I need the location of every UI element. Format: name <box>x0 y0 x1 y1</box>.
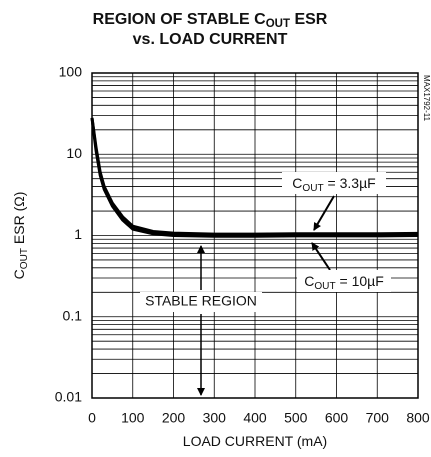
y-tick-label: 0.1 <box>63 307 83 323</box>
region-label-box <box>140 292 262 312</box>
subscript: OUT <box>302 183 323 194</box>
x-tick-label: 600 <box>325 410 349 426</box>
chart-title: REGION OF STABLE COUT ESR <box>93 11 328 30</box>
annotation-box <box>282 172 386 194</box>
series-label: COUT = 10µF <box>304 273 384 292</box>
text-part: C <box>11 269 27 279</box>
text-part: = 10µF <box>336 273 384 289</box>
x-tick-label: 0 <box>88 410 96 426</box>
x-tick-label: 700 <box>366 410 390 426</box>
chart-title: vs. LOAD CURRENT <box>133 31 288 48</box>
series-label: COUT = 3.3µF <box>292 175 375 194</box>
y-tick-label: 100 <box>59 64 83 80</box>
subscript: OUT <box>314 281 335 292</box>
region-label: STABLE REGION <box>145 293 257 309</box>
y-tick-label: 10 <box>66 145 82 161</box>
subscript: OUT <box>19 248 30 269</box>
text-part: C <box>304 273 314 289</box>
text-part: ESR (Ω) <box>11 192 27 248</box>
text-part: ESR <box>290 11 328 28</box>
y-tick-label: 0.01 <box>55 389 82 405</box>
x-tick-label: 400 <box>243 410 267 426</box>
annotation-box <box>297 270 391 292</box>
x-tick-label: 500 <box>284 410 308 426</box>
subscript: OUT <box>266 18 290 30</box>
x-tick-label: 100 <box>121 410 145 426</box>
text-part: C <box>292 175 302 191</box>
series-line <box>90 117 419 238</box>
text-part: REGION OF STABLE C <box>93 11 266 28</box>
y-axis-label: COUT ESR (Ω) <box>11 192 30 280</box>
x-tick-label: 800 <box>406 410 430 426</box>
figure-id: MAX1792-11 <box>422 75 431 122</box>
y-tick-label: 1 <box>74 226 82 242</box>
text-part: vs. LOAD CURRENT <box>133 31 288 48</box>
annotation-arrow <box>311 242 331 271</box>
text-part: = 3.3µF <box>324 175 376 191</box>
x-axis-label: LOAD CURRENT (mA) <box>183 433 327 449</box>
x-tick-label: 300 <box>203 410 227 426</box>
x-tick-label: 200 <box>162 410 186 426</box>
text-part: LOAD CURRENT (mA) <box>183 433 327 449</box>
annotation-arrow <box>313 195 335 231</box>
